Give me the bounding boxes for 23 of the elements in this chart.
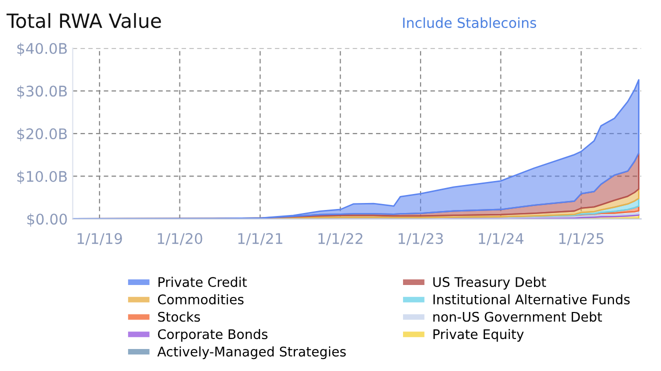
y-tick-label: $0.00 xyxy=(27,213,67,227)
legend-label: Private Equity xyxy=(433,328,524,342)
legend-label: Actively-Managed Strategies xyxy=(157,346,346,360)
y-tick-label: $10.0B xyxy=(17,170,67,184)
y-tick-label: $30.0B xyxy=(17,85,67,99)
legend-label: US Treasury Debt xyxy=(433,276,546,290)
legend-label: Institutional Alternative Funds xyxy=(433,294,630,304)
chart-title: Total RWA Value xyxy=(6,13,161,28)
legend-label: Corporate Bonds xyxy=(158,328,268,342)
legend-label: Private Credit xyxy=(158,276,247,288)
x-tick-label: 1/1/21 xyxy=(238,233,282,246)
legend-label: Stocks xyxy=(158,312,200,322)
legend-label: non-US Government Debt xyxy=(433,312,602,322)
text: Include Stablecoins xyxy=(403,17,536,28)
y-tick-label: $20.0B xyxy=(17,128,67,142)
x-tick-label: 1/1/25 xyxy=(559,233,604,246)
x-tick-label: 1/1/19 xyxy=(78,233,122,246)
x-tick-label: 1/1/24 xyxy=(478,233,524,246)
legend-label: Commodities xyxy=(158,294,244,304)
x-tick-label: 1/1/22 xyxy=(318,233,362,246)
x-tick-label: 1/1/20 xyxy=(158,233,202,246)
x-tick-label: 1/1/23 xyxy=(398,233,443,246)
y-tick-label: $40.0B xyxy=(17,42,67,56)
